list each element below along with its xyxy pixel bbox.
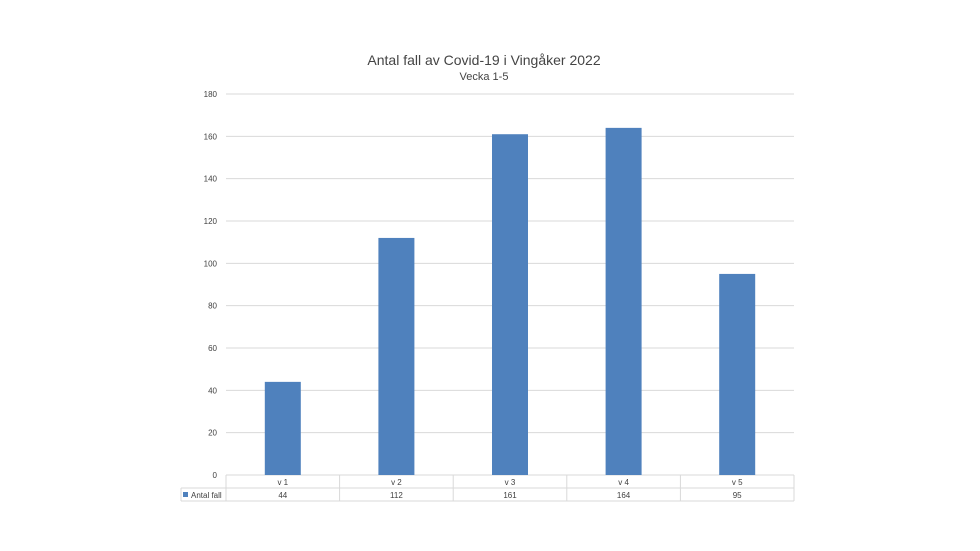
- y-axis-ticks: 0 20 40 60 80 100 120 140 160 180: [204, 90, 218, 480]
- y-tick-label: 40: [208, 386, 217, 395]
- bar: [605, 127, 642, 475]
- data-label: 95: [733, 491, 742, 500]
- bar: [492, 134, 528, 475]
- y-tick-label: 160: [204, 132, 218, 141]
- bar: [264, 381, 301, 475]
- y-tick-label: 80: [208, 302, 217, 311]
- bar: [719, 273, 756, 475]
- data-label: 164: [617, 491, 631, 500]
- chart-subtitle: Vecka 1-5: [460, 71, 509, 83]
- legend-label: Antal fall: [191, 491, 222, 500]
- y-tick-label: 180: [204, 90, 218, 99]
- bar: [378, 237, 415, 475]
- y-tick-label: 120: [204, 217, 218, 226]
- data-label: 112: [390, 491, 403, 500]
- y-tick-label: 60: [208, 344, 217, 353]
- legend-swatch: [183, 492, 188, 497]
- bars: [264, 127, 756, 475]
- y-tick-label: 20: [208, 429, 217, 438]
- data-label: 44: [278, 491, 287, 500]
- data-table: v 1 44 v 2 112 v 3 161 v 4 164 v 5 95 Antal fall: [180, 475, 795, 502]
- y-tick-label: 140: [204, 175, 218, 184]
- y-tick-label: 0: [213, 471, 218, 480]
- chart-title: Antal fall av Covid-19 i Vingåker 2022: [367, 52, 600, 68]
- x-category-label: v 5: [732, 478, 743, 487]
- y-tick-label: 100: [204, 259, 218, 268]
- x-category-label: v 4: [618, 478, 629, 487]
- x-category-label: v 2: [391, 478, 402, 487]
- data-label: 161: [503, 491, 517, 500]
- x-category-label: v 3: [505, 478, 516, 487]
- x-category-label: v 1: [277, 478, 288, 487]
